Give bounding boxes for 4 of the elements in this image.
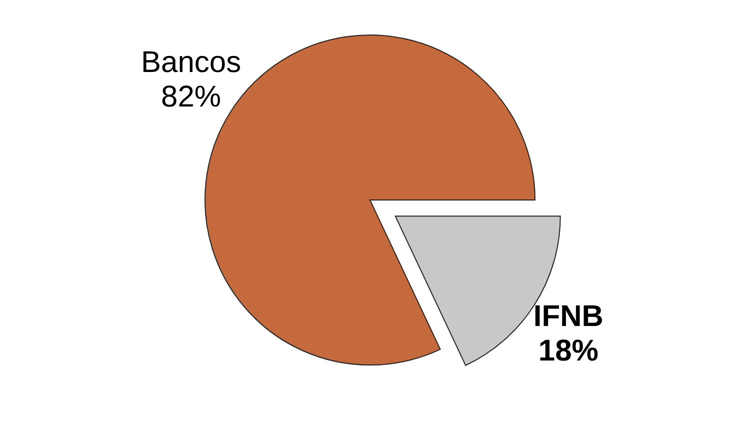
data-label: 18% bbox=[538, 334, 598, 368]
data-label: 82% bbox=[161, 80, 222, 114]
slice-label: Bancos bbox=[141, 46, 242, 80]
slice-label: IFNB bbox=[533, 300, 604, 333]
